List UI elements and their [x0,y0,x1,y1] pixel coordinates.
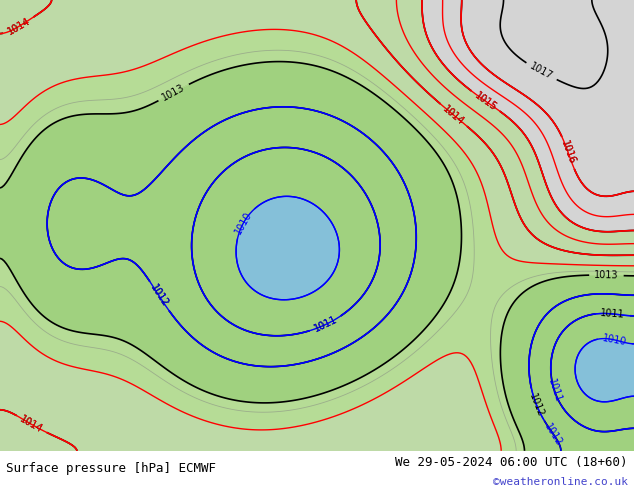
Text: ©weatheronline.co.uk: ©weatheronline.co.uk [493,477,628,487]
Text: 1015: 1015 [472,90,498,112]
Text: 1014: 1014 [441,103,467,127]
Text: 1013: 1013 [594,270,619,280]
Text: 1017: 1017 [528,61,555,82]
Text: 1011: 1011 [600,308,625,320]
Text: 1013: 1013 [160,82,187,102]
Text: 1014: 1014 [18,414,44,435]
Text: 1015: 1015 [472,90,498,112]
Text: 1012: 1012 [527,392,546,418]
Text: 1012: 1012 [148,283,170,309]
Text: 1016: 1016 [559,140,577,166]
Text: 1011: 1011 [313,315,339,334]
Text: 1011: 1011 [313,315,339,334]
Text: Surface pressure [hPa] ECMWF: Surface pressure [hPa] ECMWF [6,462,216,475]
Text: 1010: 1010 [233,209,254,236]
Text: 1014: 1014 [441,103,467,127]
Text: 1012: 1012 [543,421,564,447]
Text: 1014: 1014 [6,16,32,37]
Text: 1010: 1010 [602,333,628,347]
Text: 1014: 1014 [18,414,44,435]
Text: 1016: 1016 [559,140,577,166]
Text: 1014: 1014 [6,16,32,37]
Text: 1012: 1012 [148,283,170,309]
Text: We 29-05-2024 06:00 UTC (18+60): We 29-05-2024 06:00 UTC (18+60) [395,456,628,469]
Text: 1011: 1011 [546,377,563,404]
